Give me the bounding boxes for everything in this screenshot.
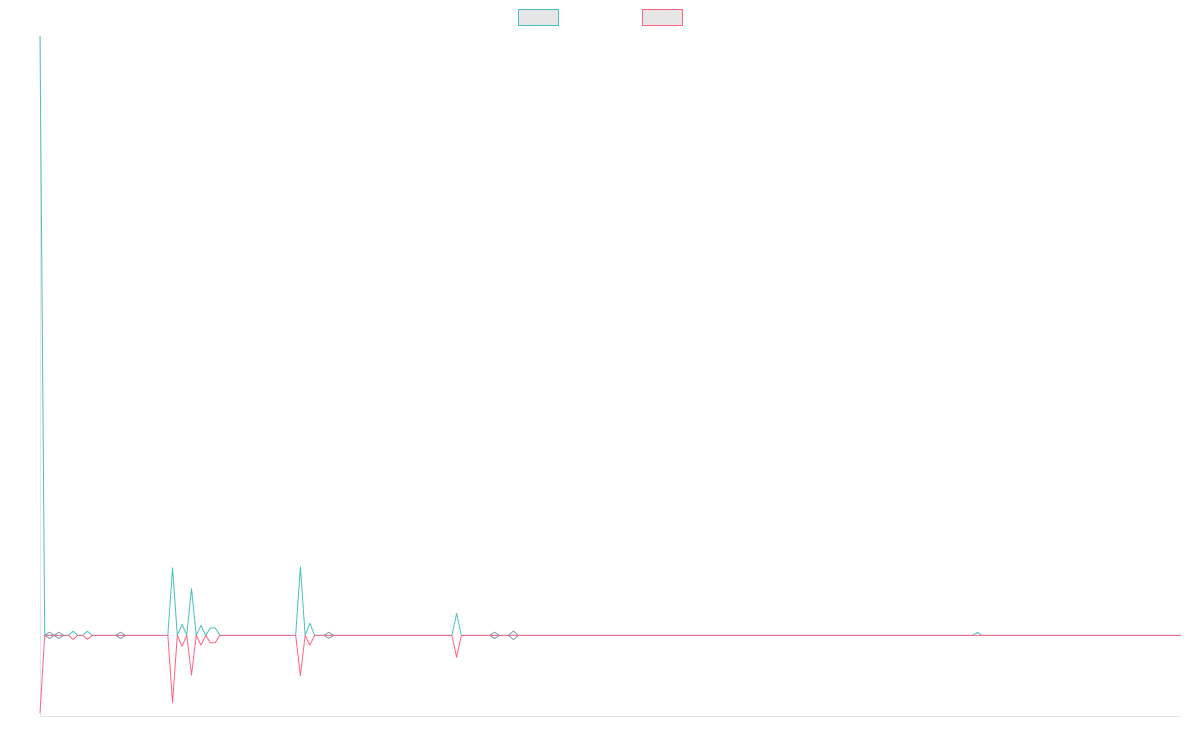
axes [40,36,1181,717]
legend-swatch-1[interactable] [518,9,559,26]
legend-swatch-2[interactable] [642,9,683,26]
series-line-1 [39,35,1181,636]
legend [518,9,683,26]
data-marker-3 [114,631,127,640]
data-marker-5 [488,631,501,640]
data-marker-2 [53,631,65,640]
series-layer [39,35,1181,714]
data-marker-4 [322,631,335,639]
series-line-2 [39,634,1181,714]
data-marker-6 [507,630,520,641]
